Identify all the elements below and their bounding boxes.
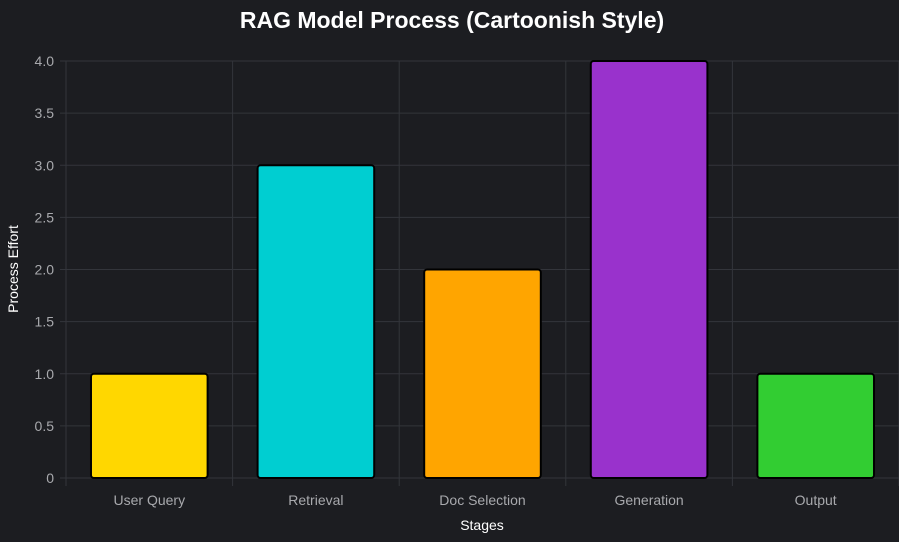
bar-doc-selection[interactable]	[423, 268, 542, 479]
x-tick-label: Output	[795, 492, 837, 508]
y-tick-label: 2.5	[35, 209, 55, 225]
y-tick-label: 0	[46, 470, 54, 486]
bars	[89, 60, 876, 479]
y-tick-label: 4.0	[35, 53, 55, 69]
bar-output[interactable]	[756, 372, 876, 479]
y-axis-title: Process Effort	[5, 225, 21, 313]
y-tick-label: 1.0	[35, 366, 55, 382]
x-axis-ticks: User Query Retrieval Doc Selection Generati…	[114, 492, 837, 508]
chart-title: RAG Model Process (Cartoonish Style)	[240, 7, 664, 33]
bar-generation[interactable]	[589, 60, 709, 479]
x-tick-label: User Query	[114, 492, 186, 508]
x-tick-label: Generation	[614, 492, 683, 508]
bar-user-query[interactable]	[89, 372, 209, 479]
y-tick-label: 3.5	[35, 105, 55, 121]
x-tick-label: Retrieval	[288, 492, 343, 508]
y-tick-label: 3.0	[35, 157, 55, 173]
y-tick-label: 0.5	[35, 418, 55, 434]
bar-retrieval[interactable]	[256, 164, 376, 479]
y-tick-label: 2.0	[35, 262, 55, 278]
x-axis-title: Stages	[460, 517, 504, 533]
x-tick-label: Doc Selection	[439, 492, 525, 508]
y-axis-ticks: 0 0.5 1.0 1.5 2.0 2.5 3.0 3.5 4.0	[35, 53, 55, 486]
y-tick-label: 1.5	[35, 314, 55, 330]
